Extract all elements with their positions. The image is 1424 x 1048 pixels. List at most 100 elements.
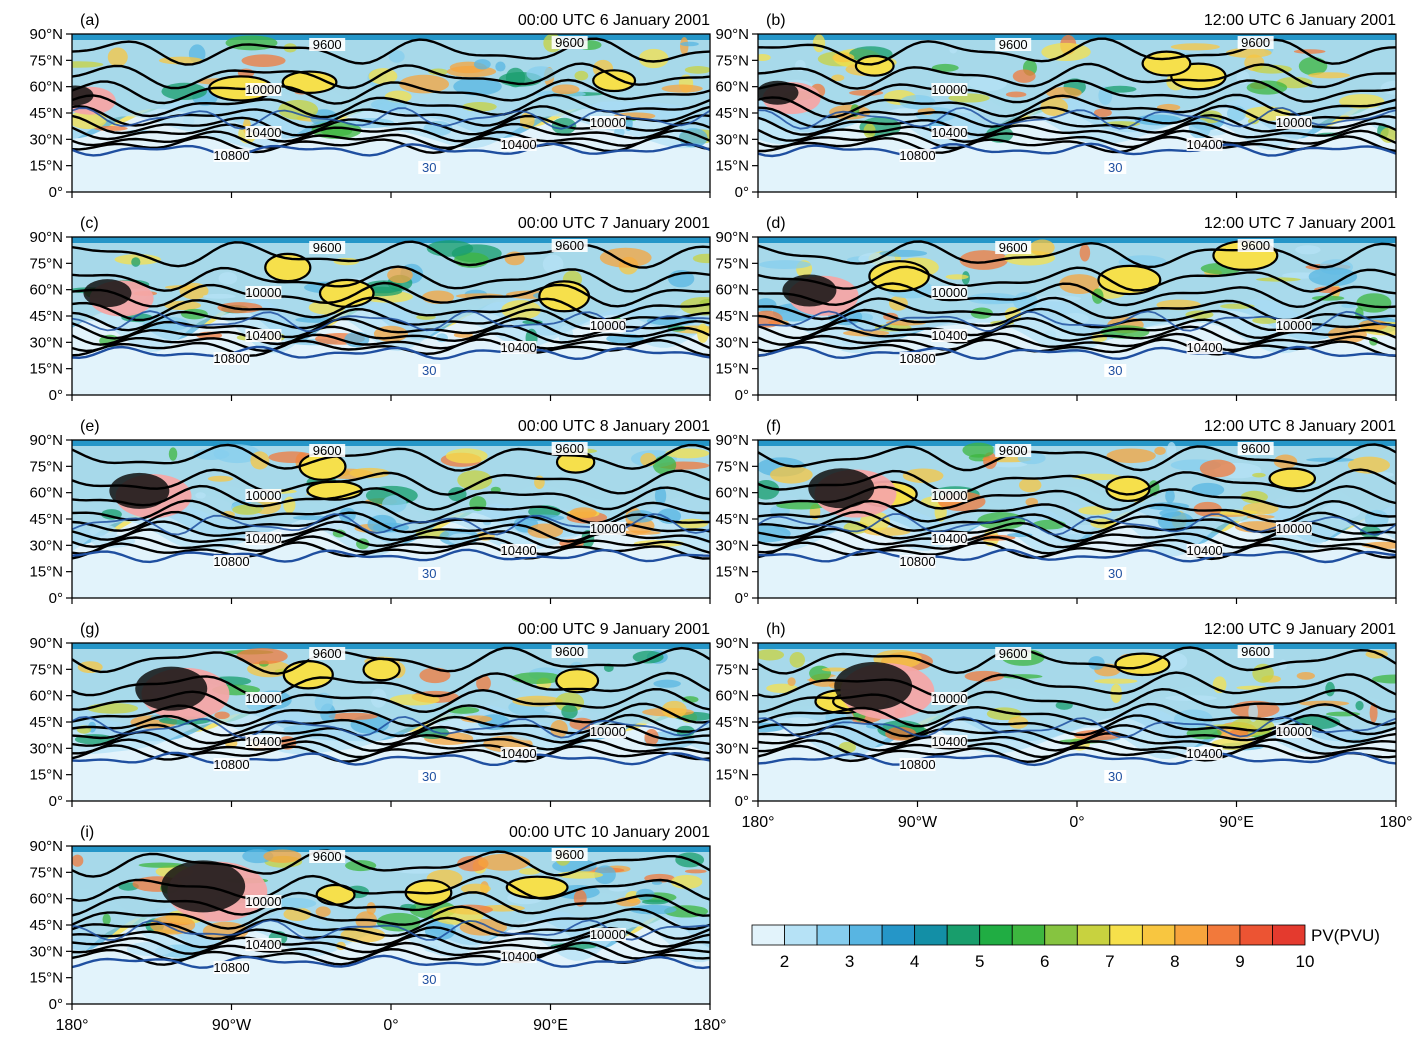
pv-high <box>592 69 637 93</box>
pv-blob <box>269 897 317 909</box>
pv-blob <box>213 444 261 464</box>
wind-label-bg <box>1104 161 1127 174</box>
pv-blob <box>236 648 288 665</box>
y-tick-label: 90°N <box>715 432 749 449</box>
map-plot-area: 9600 9600 10000 10000 10400 10400 10800 30 <box>72 440 710 598</box>
y-tick-label: 45°N <box>29 308 63 325</box>
pv-high <box>281 70 338 94</box>
contour-label: 9600 <box>555 238 584 253</box>
contour-label-bg <box>589 725 626 738</box>
contour-label-bg <box>500 138 537 151</box>
pv-blob <box>1372 674 1396 684</box>
height-contour <box>72 535 710 556</box>
y-tick-label: 75°N <box>29 52 63 69</box>
contour-label: 9600 <box>313 646 342 661</box>
wind-label-bg <box>1104 364 1127 377</box>
y-tick-label: 15°N <box>715 564 749 581</box>
pv-blob <box>1059 274 1100 294</box>
contour-label-bg <box>995 647 1032 660</box>
height-contour <box>72 874 710 902</box>
pv-blob <box>770 466 813 484</box>
pv-blob <box>315 906 331 917</box>
y-tick-label: 15°N <box>29 564 63 581</box>
colorbar-tick-label: 6 <box>1040 952 1049 971</box>
contour-label-bg <box>245 489 282 502</box>
contour-label: 9600 <box>313 37 342 52</box>
height-contour <box>72 281 710 308</box>
pv-blob <box>758 298 777 313</box>
y-tick-label: 90°N <box>715 635 749 652</box>
pv-blob <box>1193 501 1222 517</box>
colorbar-swatch <box>1076 924 1111 946</box>
pv-blob <box>87 702 138 714</box>
contour-label-bg <box>309 647 346 660</box>
height-contour <box>758 687 1396 714</box>
pv-colorbar: 2 3 4 5 6 7 8 9 10 PV(PVU) <box>751 924 1380 971</box>
contour-label: 10400 <box>501 137 537 152</box>
contour-label-bg <box>1237 442 1274 455</box>
contour-label: 9600 <box>999 443 1028 458</box>
panel-label: (e) <box>80 418 100 435</box>
contour-label: 10400 <box>245 125 281 140</box>
pv-blob <box>812 34 826 53</box>
x-tick-label: 0° <box>383 1017 398 1034</box>
pv-polar-cap <box>758 440 1396 446</box>
y-tick-label: 60°N <box>715 79 749 96</box>
contour-label-bg <box>589 319 626 332</box>
contour-label: 9600 <box>313 240 342 255</box>
wind-contour <box>758 751 1396 767</box>
panel-time: 12:00 UTC 9 January 2001 <box>1204 621 1396 638</box>
wind-contour <box>72 345 710 361</box>
pv-blob <box>1170 43 1220 51</box>
map-panel: 9600 9600 10000 10000 10400 10400 10800 30 0° 15°… <box>715 215 1397 404</box>
contour-label-bg <box>245 83 282 96</box>
contour-label: 10000 <box>1276 115 1312 130</box>
pv-blob <box>389 694 440 706</box>
pv-blob <box>684 869 707 874</box>
pv-blob <box>665 448 710 459</box>
contour-label: 10800 <box>213 757 249 772</box>
pv-blob <box>1293 49 1326 54</box>
pv-blob <box>207 475 233 482</box>
pv-high <box>362 657 401 682</box>
tracer-black <box>135 666 208 711</box>
y-tick-label: 90°N <box>715 26 749 43</box>
y-tick-label: 30°N <box>715 740 749 757</box>
y-tick-label: 0° <box>735 387 749 404</box>
pv-blob <box>789 652 806 668</box>
pv-blob <box>550 720 568 738</box>
colorbar-swatch <box>914 924 948 946</box>
pv-blob <box>1013 292 1038 311</box>
wind-label-bg <box>418 770 441 783</box>
map-panel: 9600 9600 10000 10000 10400 10400 10800 30 0° 15°… <box>715 12 1397 201</box>
panel-time: 00:00 UTC 8 January 2001 <box>518 418 710 435</box>
contour-label: 9600 <box>1241 441 1270 456</box>
height-contour <box>758 62 1396 90</box>
colorbar-swatch <box>881 924 916 946</box>
contour-label: 10400 <box>245 328 281 343</box>
pv-blob <box>651 880 663 885</box>
pv-blob <box>1154 446 1166 455</box>
height-contour <box>72 468 710 496</box>
y-tick-label: 60°N <box>29 891 63 908</box>
panel-label: (g) <box>80 621 100 638</box>
pv-blob <box>766 683 798 694</box>
y-tick-label: 30°N <box>29 131 63 148</box>
y-tick-label: 45°N <box>715 105 749 122</box>
colorbar-swatch <box>1239 924 1273 946</box>
y-tick-label: 90°N <box>29 229 63 246</box>
contour-label: 10400 <box>245 531 281 546</box>
x-tick-label: 180° <box>741 814 774 831</box>
contour-label-bg <box>213 352 250 365</box>
contour-label-bg <box>1186 341 1223 354</box>
pv-blob <box>495 61 506 72</box>
pv-blob <box>641 899 669 905</box>
contour-label-bg <box>245 938 282 951</box>
height-contour <box>72 499 710 525</box>
y-tick-label: 45°N <box>29 714 63 731</box>
contour-label-bg <box>213 758 250 771</box>
contour-label: 9600 <box>1241 35 1270 50</box>
pv-blob <box>629 904 677 915</box>
pv-blob <box>692 253 710 264</box>
height-contour <box>758 443 1396 472</box>
